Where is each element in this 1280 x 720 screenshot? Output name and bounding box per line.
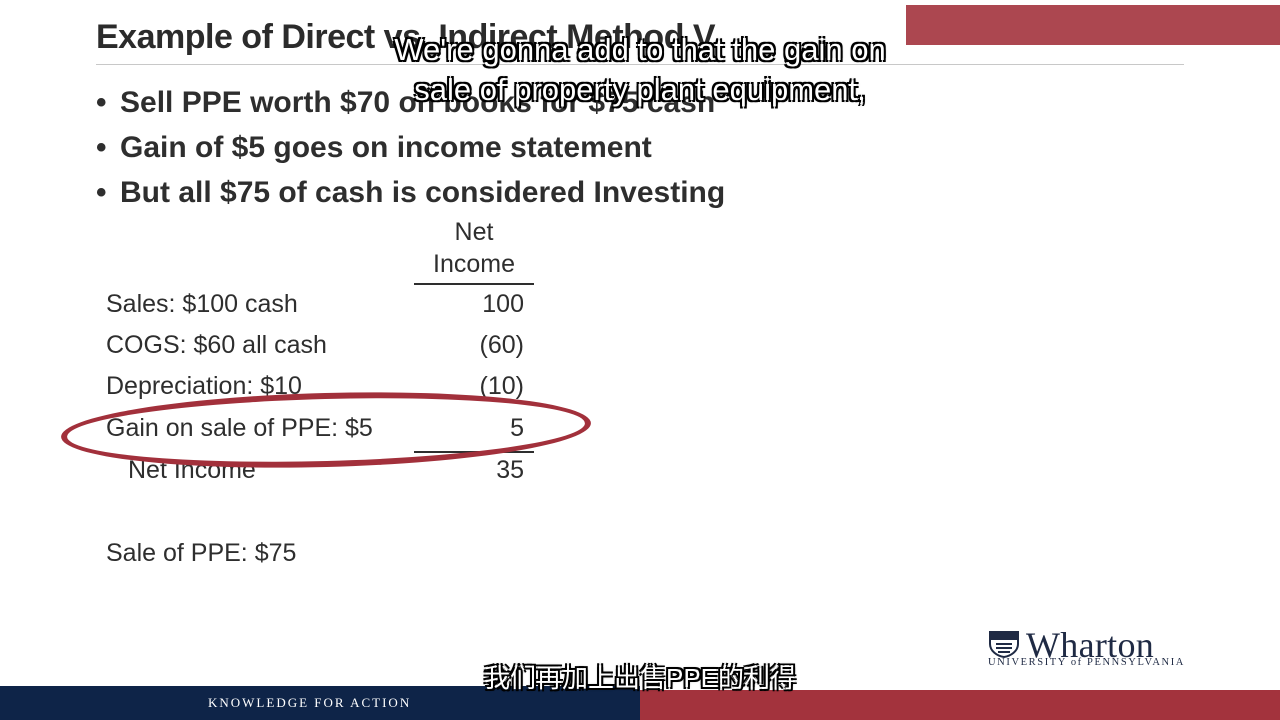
bullet-dot-icon: • [96, 86, 107, 119]
bullet-dot-icon: • [96, 131, 107, 164]
column-header-line: Income [433, 250, 515, 278]
footer-crimson-bar [640, 690, 1280, 720]
wharton-logo: Wharton UNIVERSITY of PENNSYLVANIA [988, 625, 1193, 672]
english-subtitle: We're gonna add to that the gain on sale… [240, 30, 1040, 110]
column-header-line: Net [454, 218, 494, 246]
logo-wordmark: Wharton [1026, 625, 1155, 665]
column-header-underline [414, 283, 534, 285]
row-value-depreciation: (10) [479, 372, 524, 400]
bullet-item: • Gain of $5 goes on income statement [96, 125, 725, 170]
bullet-text: Gain of $5 goes on income statement [120, 131, 652, 164]
row-label-net-income: Net Income [128, 456, 256, 484]
net-income-column-header: Net Income [414, 216, 534, 280]
row-value-net-income: 35 [496, 456, 524, 484]
top-banner-bar [906, 5, 1280, 45]
subtitle-line: sale of property plant equipment, [414, 72, 866, 107]
subtitle-line: We're gonna add to that the gain on [394, 32, 886, 67]
sale-of-ppe-note: Sale of PPE: $75 [106, 539, 297, 567]
bullet-item: • But all $75 of cash is considered Inves… [96, 170, 725, 215]
title-divider [96, 64, 1184, 65]
row-label-depreciation: Depreciation: $10 [106, 372, 302, 400]
logo-subtitle: UNIVERSITY of PENNSYLVANIA [988, 657, 1185, 668]
row-label-cogs: COGS: $60 all cash [106, 331, 327, 359]
footer-tagline: KNOWLEDGE FOR ACTION [208, 695, 412, 710]
bullet-list: • Sell PPE worth $70 on books for $75 cas… [96, 80, 725, 215]
row-value-sales: 100 [482, 290, 524, 318]
chinese-subtitle: 我们再加上出售PPE的利得 [483, 663, 797, 693]
bullet-item: • Sell PPE worth $70 on books for $75 cas… [96, 80, 725, 125]
sum-underline [414, 451, 534, 453]
row-value-gain-on-sale: 5 [510, 414, 524, 442]
bullet-dot-icon: • [96, 176, 107, 209]
footer-navy-bar [0, 686, 640, 720]
bullet-text: But all $75 of cash is considered Invest… [120, 176, 726, 209]
row-value-cogs: (60) [479, 331, 524, 359]
row-label-sales: Sales: $100 cash [106, 290, 298, 318]
shield-icon [989, 631, 1019, 658]
row-label-gain-on-sale: Gain on sale of PPE: $5 [106, 414, 373, 442]
slide-title: Example of Direct vs. Indirect Method V [96, 18, 716, 56]
bullet-text: Sell PPE worth $70 on books for $75 cash [120, 86, 716, 119]
